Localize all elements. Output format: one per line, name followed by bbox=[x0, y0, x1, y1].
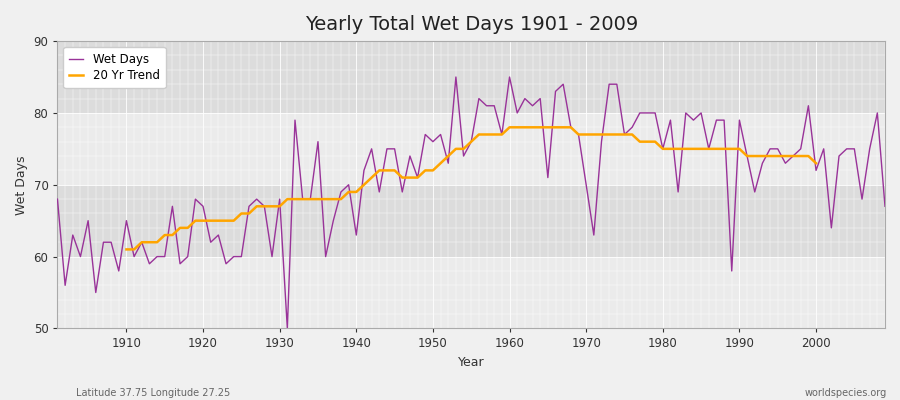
Title: Yearly Total Wet Days 1901 - 2009: Yearly Total Wet Days 1901 - 2009 bbox=[304, 15, 638, 34]
Wet Days bbox=[611, 82, 622, 87]
Bar bbox=[58, 185, 885, 256]
Wet Days bbox=[290, 118, 301, 122]
Wet Days bbox=[512, 110, 523, 115]
Text: worldspecies.org: worldspecies.org bbox=[805, 388, 886, 398]
20 Yr Trend bbox=[504, 125, 515, 130]
Text: Latitude 37.75 Longitude 27.25: Latitude 37.75 Longitude 27.25 bbox=[76, 388, 230, 398]
Wet Days bbox=[282, 326, 292, 331]
20 Yr Trend bbox=[297, 197, 308, 202]
Wet Days bbox=[113, 268, 124, 273]
Wet Days bbox=[336, 190, 346, 194]
Line: 20 Yr Trend: 20 Yr Trend bbox=[126, 127, 816, 250]
Bar bbox=[58, 41, 885, 113]
20 Yr Trend bbox=[711, 146, 722, 151]
20 Yr Trend bbox=[803, 154, 814, 158]
X-axis label: Year: Year bbox=[458, 356, 484, 369]
Wet Days bbox=[879, 204, 890, 209]
20 Yr Trend bbox=[282, 197, 292, 202]
20 Yr Trend bbox=[121, 247, 131, 252]
20 Yr Trend bbox=[796, 154, 806, 158]
Wet Days bbox=[519, 96, 530, 101]
20 Yr Trend bbox=[811, 161, 822, 166]
Wet Days bbox=[52, 197, 63, 202]
Y-axis label: Wet Days: Wet Days bbox=[15, 155, 28, 214]
Line: Wet Days: Wet Days bbox=[58, 77, 885, 328]
Legend: Wet Days, 20 Yr Trend: Wet Days, 20 Yr Trend bbox=[63, 47, 166, 88]
20 Yr Trend bbox=[205, 218, 216, 223]
Wet Days bbox=[451, 75, 462, 80]
